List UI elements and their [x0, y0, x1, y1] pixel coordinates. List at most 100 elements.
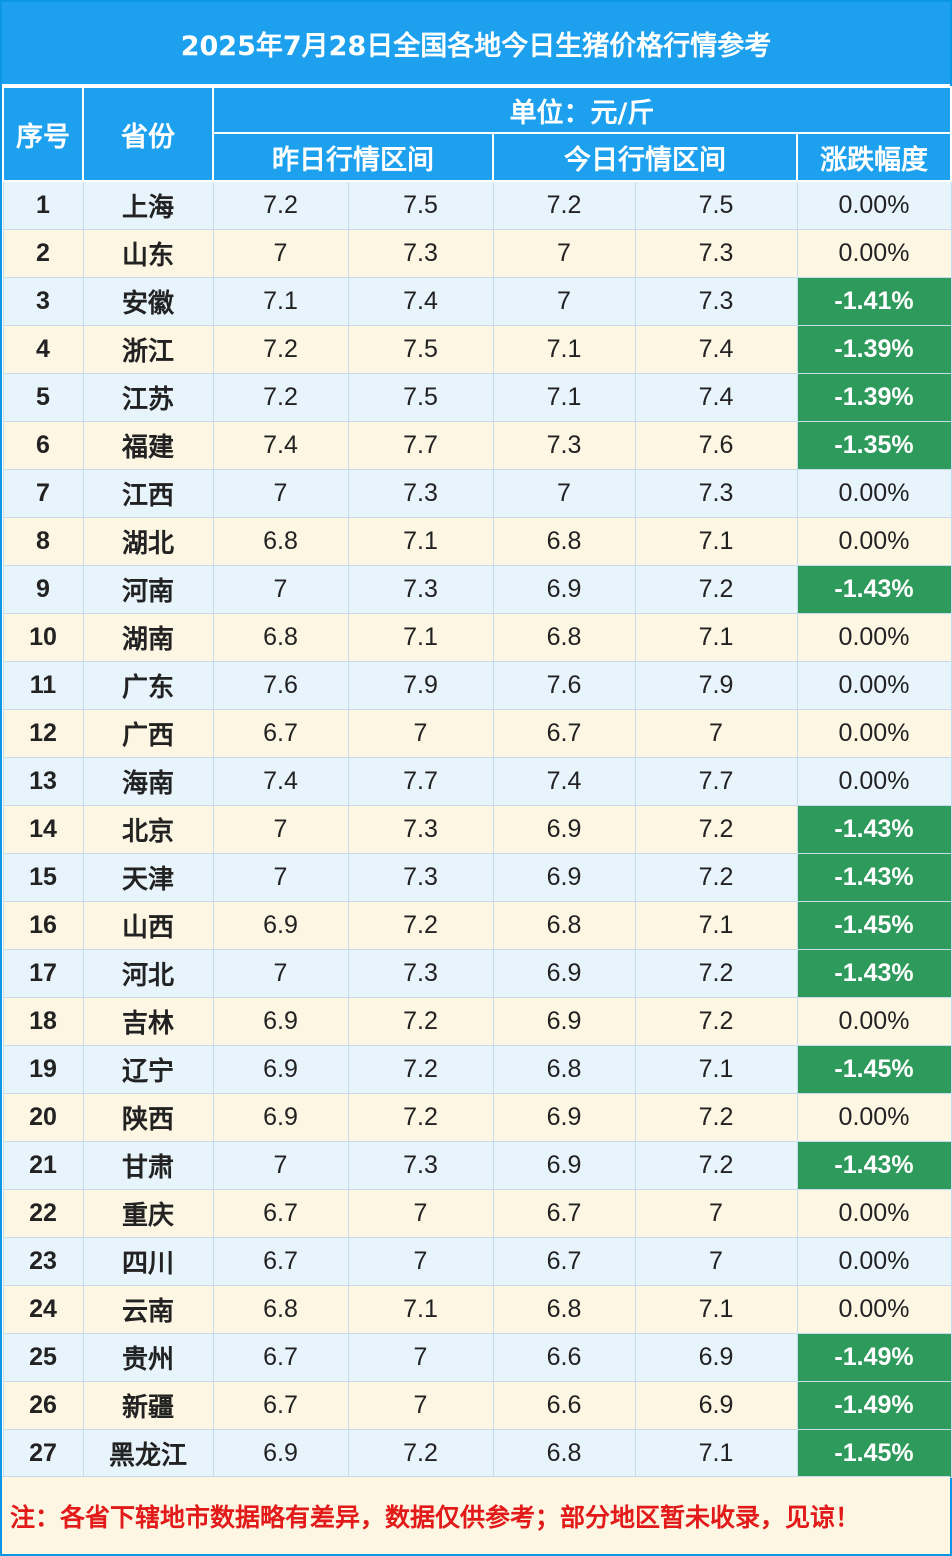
cell-yesterday-low: 6.9 [212, 1428, 349, 1478]
cell-seq: 4 [2, 324, 84, 374]
cell-change: -1.41% [796, 276, 952, 326]
cell-yesterday-low: 7.1 [212, 276, 349, 326]
cell-seq: 26 [2, 1380, 84, 1430]
cell-seq: 7 [2, 468, 84, 518]
table-row: 3 安徽 7.1 7.4 7 7.3 -1.41% [2, 276, 952, 326]
cell-province: 广东 [82, 660, 214, 710]
cell-yesterday-high: 7.1 [347, 1284, 494, 1334]
cell-change: 0.00% [796, 228, 952, 278]
cell-today-high: 7.3 [634, 276, 798, 326]
cell-today-low: 7.4 [492, 756, 636, 806]
header-change: 涨跌幅度 [796, 132, 952, 182]
cell-change: 0.00% [796, 180, 952, 230]
cell-province: 四川 [82, 1236, 214, 1286]
cell-today-high: 7.1 [634, 1044, 798, 1094]
table-row: 20 陕西 6.9 7.2 6.9 7.2 0.00% [2, 1092, 952, 1142]
table-row: 2 山东 7 7.3 7 7.3 0.00% [2, 228, 952, 278]
cell-yesterday-low: 6.9 [212, 996, 349, 1046]
cell-yesterday-low: 7 [212, 228, 349, 278]
cell-change: 0.00% [796, 1284, 952, 1334]
cell-change: -1.39% [796, 372, 952, 422]
cell-yesterday-high: 7 [347, 1332, 494, 1382]
cell-today-low: 6.9 [492, 1140, 636, 1190]
table-row: 6 福建 7.4 7.7 7.3 7.6 -1.35% [2, 420, 952, 470]
cell-change: -1.43% [796, 804, 952, 854]
cell-yesterday-low: 7.2 [212, 372, 349, 422]
cell-yesterday-high: 7.4 [347, 276, 494, 326]
cell-yesterday-high: 7.3 [347, 804, 494, 854]
cell-today-high: 7.6 [634, 420, 798, 470]
cell-today-low: 6.9 [492, 1092, 636, 1142]
cell-seq: 24 [2, 1284, 84, 1334]
cell-today-high: 7 [634, 708, 798, 758]
cell-province: 福建 [82, 420, 214, 470]
cell-province: 江西 [82, 468, 214, 518]
table-row: 18 吉林 6.9 7.2 6.9 7.2 0.00% [2, 996, 952, 1046]
cell-change: 0.00% [796, 612, 952, 662]
cell-seq: 6 [2, 420, 84, 470]
table-row: 11 广东 7.6 7.9 7.6 7.9 0.00% [2, 660, 952, 710]
cell-yesterday-low: 7.4 [212, 420, 349, 470]
cell-yesterday-low: 6.7 [212, 1380, 349, 1430]
cell-seq: 17 [2, 948, 84, 998]
table-row: 26 新疆 6.7 7 6.6 6.9 -1.49% [2, 1380, 952, 1430]
cell-today-high: 7 [634, 1188, 798, 1238]
table-row: 24 云南 6.8 7.1 6.8 7.1 0.00% [2, 1284, 952, 1334]
cell-change: -1.49% [796, 1380, 952, 1430]
cell-province: 湖南 [82, 612, 214, 662]
header-seq: 序号 [2, 86, 84, 182]
cell-yesterday-low: 7 [212, 564, 349, 614]
cell-yesterday-high: 7.7 [347, 420, 494, 470]
cell-change: 0.00% [796, 660, 952, 710]
cell-yesterday-high: 7.2 [347, 996, 494, 1046]
cell-change: -1.45% [796, 1044, 952, 1094]
cell-change: 0.00% [796, 468, 952, 518]
cell-change: -1.45% [796, 900, 952, 950]
cell-province: 云南 [82, 1284, 214, 1334]
cell-today-low: 7.6 [492, 660, 636, 710]
cell-yesterday-high: 7.3 [347, 852, 494, 902]
cell-yesterday-high: 7.3 [347, 564, 494, 614]
cell-change: -1.45% [796, 1428, 952, 1478]
cell-today-high: 7.2 [634, 1092, 798, 1142]
header-today-range: 今日行情区间 [492, 132, 798, 182]
cell-province: 山东 [82, 228, 214, 278]
cell-today-high: 6.9 [634, 1380, 798, 1430]
cell-province: 江苏 [82, 372, 214, 422]
cell-seq: 19 [2, 1044, 84, 1094]
cell-yesterday-high: 7.3 [347, 948, 494, 998]
cell-change: -1.43% [796, 852, 952, 902]
cell-yesterday-low: 6.8 [212, 1284, 349, 1334]
cell-seq: 3 [2, 276, 84, 326]
cell-seq: 22 [2, 1188, 84, 1238]
cell-today-high: 7.2 [634, 948, 798, 998]
cell-province: 上海 [82, 180, 214, 230]
cell-today-high: 7.5 [634, 180, 798, 230]
cell-change: -1.35% [796, 420, 952, 470]
cell-change: 0.00% [796, 1236, 952, 1286]
cell-seq: 18 [2, 996, 84, 1046]
cell-today-low: 7 [492, 276, 636, 326]
cell-today-high: 7.2 [634, 852, 798, 902]
cell-yesterday-low: 7 [212, 948, 349, 998]
cell-today-high: 7.9 [634, 660, 798, 710]
header-yesterday-range: 昨日行情区间 [212, 132, 494, 182]
cell-today-low: 6.9 [492, 564, 636, 614]
cell-today-low: 6.8 [492, 900, 636, 950]
cell-province: 浙江 [82, 324, 214, 374]
cell-province: 湖北 [82, 516, 214, 566]
cell-seq: 1 [2, 180, 84, 230]
table-row: 21 甘肃 7 7.3 6.9 7.2 -1.43% [2, 1140, 952, 1190]
table-row: 23 四川 6.7 7 6.7 7 0.00% [2, 1236, 952, 1286]
cell-today-low: 6.9 [492, 996, 636, 1046]
cell-seq: 10 [2, 612, 84, 662]
cell-today-high: 7.2 [634, 804, 798, 854]
table-row: 14 北京 7 7.3 6.9 7.2 -1.43% [2, 804, 952, 854]
header-province: 省份 [82, 86, 214, 182]
cell-yesterday-low: 7 [212, 852, 349, 902]
cell-today-low: 7 [492, 228, 636, 278]
cell-province: 吉林 [82, 996, 214, 1046]
table-row: 22 重庆 6.7 7 6.7 7 0.00% [2, 1188, 952, 1238]
cell-change: -1.39% [796, 324, 952, 374]
